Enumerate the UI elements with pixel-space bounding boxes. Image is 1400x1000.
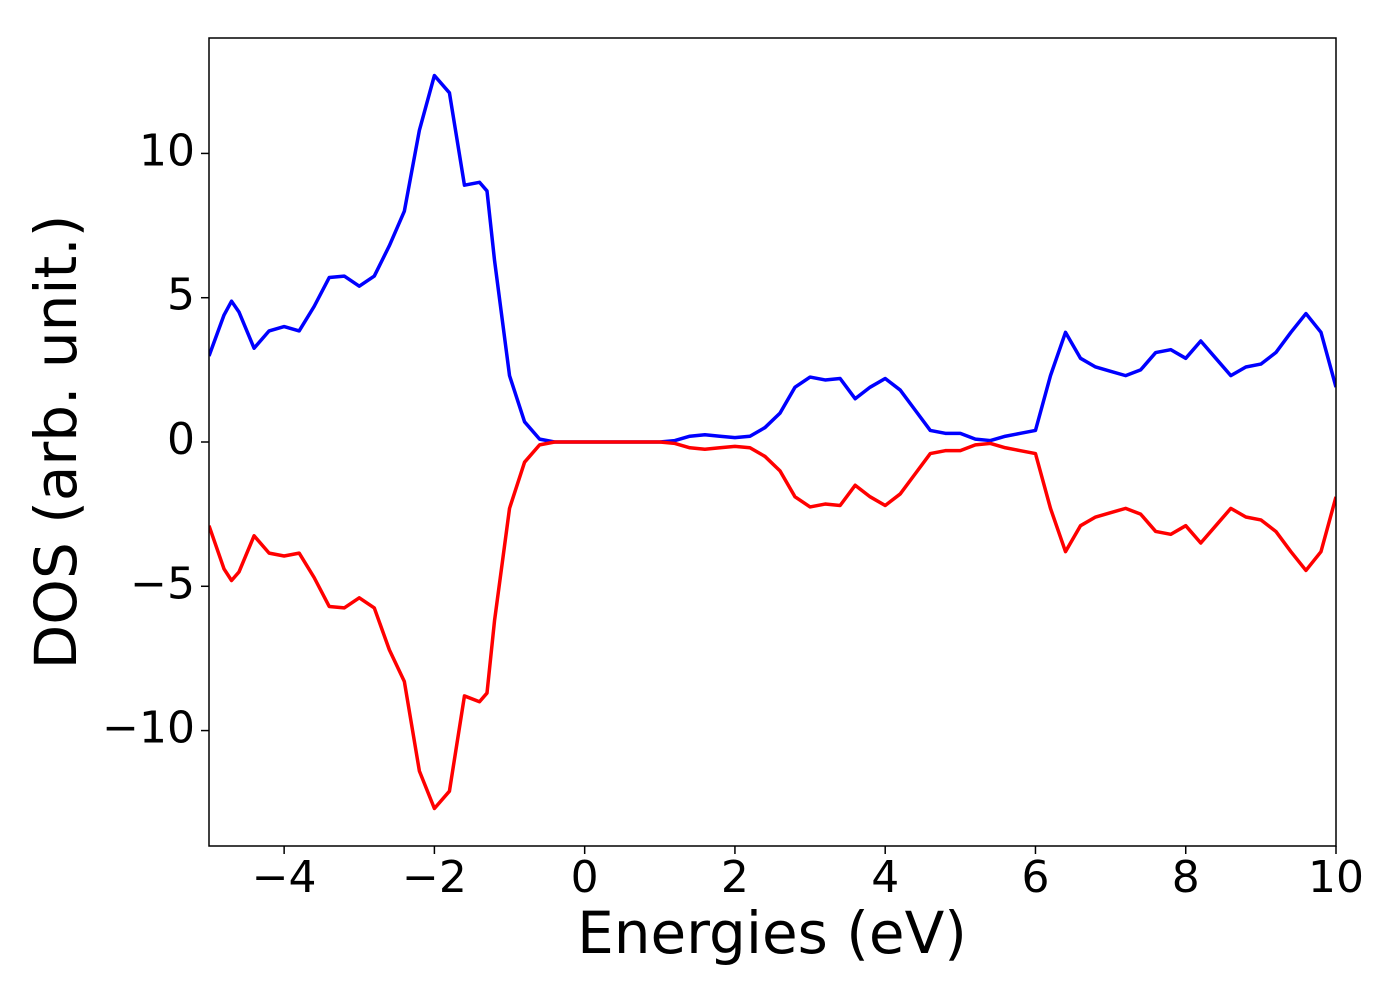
- y-tick-label: 10: [139, 125, 195, 176]
- x-tick-label: 4: [871, 852, 899, 903]
- x-tick-label: 0: [571, 852, 599, 903]
- y-tick-label: −5: [130, 558, 195, 609]
- x-tick-label: 2: [721, 852, 749, 903]
- y-tick-label: 5: [167, 270, 195, 321]
- y-tick-label: 0: [167, 414, 195, 465]
- x-tick-label: −2: [402, 852, 467, 903]
- x-tick-label: 8: [1172, 852, 1200, 903]
- x-axis-label: Energies (eV): [577, 899, 967, 967]
- x-tick-label: 10: [1308, 852, 1364, 903]
- x-tick-label: 6: [1021, 852, 1049, 903]
- dos-line: [209, 73, 1336, 444]
- y-axis-label: DOS (arb. unit.): [22, 215, 90, 670]
- dos-line: [209, 440, 1336, 811]
- x-tick-label: −4: [252, 852, 317, 903]
- plot-frame: [208, 37, 1337, 847]
- y-tick-label: −10: [102, 703, 195, 754]
